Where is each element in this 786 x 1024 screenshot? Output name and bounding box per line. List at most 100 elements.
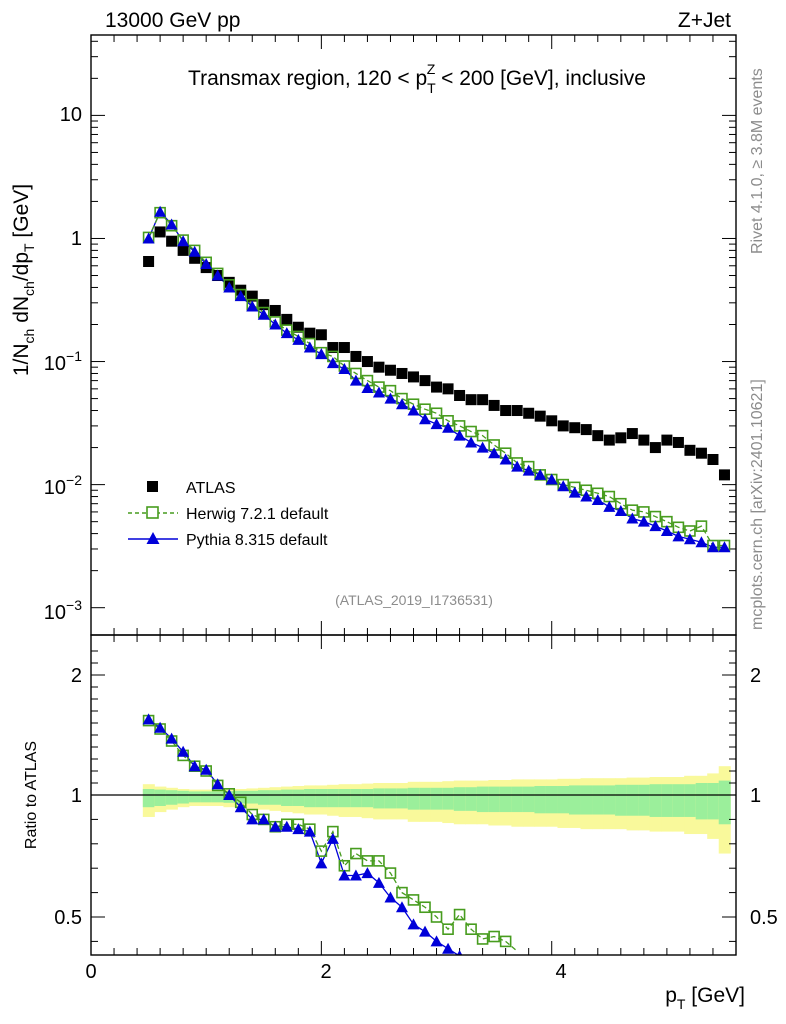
atlas-point: [534, 410, 546, 422]
atlas-point: [546, 415, 558, 427]
ylabel-sub: T: [21, 243, 37, 252]
ratio-pythia-point: [177, 745, 190, 757]
ratio-ylabel: Ratio to ATLAS: [23, 741, 40, 849]
pythia-point: [303, 341, 316, 353]
atlas-point: [569, 422, 581, 434]
atlas-point: [408, 371, 419, 383]
herwig-point: [430, 407, 443, 420]
pythia-point: [580, 490, 593, 502]
ratio-herwig-point: [350, 847, 362, 860]
ratio-pythia-point: [257, 813, 270, 825]
stat-uncertainty-band: [488, 786, 501, 813]
stat-uncertainty-band: [142, 789, 155, 808]
ratio-pythia-point: [142, 713, 155, 725]
atlas-point: [315, 329, 327, 341]
atlas-point: [557, 420, 569, 432]
ratio-herwig-point: [453, 908, 466, 921]
ratio-herwig-point: [476, 933, 489, 945]
main-plot-series: [142, 205, 731, 553]
pythia-point: [683, 533, 696, 545]
atlas-point: [177, 244, 189, 256]
xtick-label-0: 0: [85, 961, 96, 983]
xtick-label-2: 2: [320, 961, 331, 983]
stat-uncertainty-band: [522, 786, 535, 813]
pythia-point: [453, 429, 466, 441]
stat-uncertainty-band: [188, 791, 201, 803]
ylabel-part: [GeV]: [10, 184, 33, 244]
pythia-point: [165, 218, 178, 230]
ratio-herwig-point: [430, 911, 443, 923]
atlas-point: [396, 367, 408, 379]
analysis-watermark: (ATLAS_2019_I1736531): [335, 592, 493, 608]
atlas-point: [638, 434, 650, 446]
atlas-point: [477, 394, 489, 406]
ratio-pythia-point: [280, 820, 293, 832]
rivet-side-label: Rivet 4.1.0, ≥ 3.8M events: [749, 68, 766, 254]
ylabel-part: dN: [10, 296, 33, 329]
stat-uncertainty-band: [430, 787, 443, 810]
stat-uncertainty-band: [672, 784, 685, 817]
stat-uncertainty-band: [177, 790, 190, 804]
stat-uncertainty-band: [453, 787, 466, 811]
stat-uncertainty-band: [396, 788, 409, 809]
legend: ATLAS Herwig 7.2.1 default Pythia 8.315 …: [128, 480, 329, 549]
ylabel-part: 1/N: [10, 343, 33, 376]
stat-uncertainty-band: [718, 780, 731, 825]
atlas-point: [154, 226, 166, 238]
ratio-pythia-point: [269, 820, 282, 832]
pythia-point: [326, 357, 339, 369]
ratio-herwig-point: [442, 923, 454, 936]
atlas-point: [661, 434, 673, 446]
atlas-point: [338, 342, 350, 354]
stat-uncertainty-band: [373, 788, 386, 809]
pythia-point: [154, 205, 167, 217]
stat-uncertainty-band: [292, 789, 305, 806]
ratio-ytick-label-left-2: 2: [71, 665, 82, 687]
atlas-point: [695, 447, 707, 459]
atlas-point: [258, 299, 270, 311]
atlas-point: [419, 375, 431, 387]
pythia-point: [246, 300, 259, 312]
ratio-plot-series: [142, 713, 518, 955]
atlas-point: [361, 356, 373, 368]
pythia-point: [234, 290, 247, 302]
stat-uncertainty-band: [534, 786, 547, 814]
ratio-ytick-label-left-1: 1: [71, 785, 82, 807]
pythia-point: [488, 447, 501, 459]
stat-uncertainty-band: [615, 784, 628, 816]
ratio-pythia-point: [223, 789, 236, 800]
ytick-label-1e-1: 10−1: [44, 348, 82, 375]
ratio-pythia-point: [246, 813, 259, 825]
stat-uncertainty-band: [384, 788, 397, 809]
herwig-point: [603, 490, 616, 503]
pythia-point: [706, 541, 719, 553]
pythia-point: [534, 468, 547, 480]
pythia-point: [660, 524, 673, 536]
plot-title-rest: < 200 [GeV], inclusive: [435, 67, 646, 90]
stat-uncertainty-band: [707, 783, 720, 820]
stat-uncertainty-band: [661, 784, 674, 817]
plot-title-main: Transmax region, 120 < p: [188, 67, 427, 90]
atlas-point: [143, 255, 155, 267]
atlas-point: [684, 444, 696, 456]
pythia-point: [395, 398, 408, 410]
atlas-point: [454, 389, 466, 401]
stat-uncertainty-band: [350, 789, 363, 808]
ytick-label-1e-2: 10−2: [44, 472, 82, 499]
pythia-point: [372, 386, 385, 398]
ratio-pythia-point: [456, 950, 463, 955]
ratio-pythia-point: [326, 832, 339, 844]
stat-uncertainty-band: [338, 789, 351, 808]
ratio-pythia-point: [384, 891, 397, 903]
atlas-point: [511, 405, 523, 417]
pythia-point: [614, 505, 627, 517]
atlas-point: [603, 434, 615, 446]
stat-uncertainty-band: [419, 787, 432, 810]
atlas-point: [166, 235, 178, 247]
stat-uncertainty-band: [580, 785, 593, 815]
xtick-label-4: 4: [555, 961, 566, 983]
atlas-point: [523, 407, 535, 419]
stat-uncertainty-band: [592, 785, 605, 815]
header-right-label: Z+Jet: [678, 9, 731, 32]
mcplots-side-label: mcplots.cern.ch [arXiv:2401.10621]: [749, 379, 766, 630]
